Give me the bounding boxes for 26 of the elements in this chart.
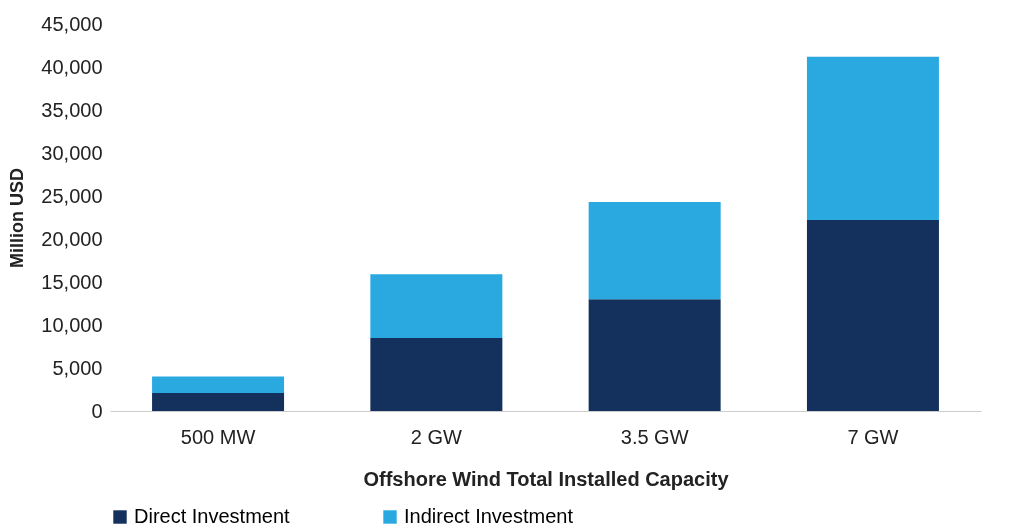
- y-tick-label: 10,000: [41, 313, 103, 336]
- x-axis-title: Offshore Wind Total Installed Capacity: [363, 467, 730, 490]
- y-tick-label: 0: [91, 399, 103, 422]
- y-tick-label: 45,000: [41, 12, 103, 35]
- x-tick-label: 3.5 GW: [620, 425, 689, 448]
- y-tick-label: 30,000: [41, 141, 103, 164]
- y-tick-label: 5,000: [52, 356, 103, 379]
- bar: [370, 274, 503, 338]
- y-tick-label: 40,000: [41, 55, 103, 78]
- bar: [152, 392, 285, 411]
- bar: [370, 337, 503, 411]
- y-tick-label: 25,000: [41, 184, 103, 207]
- legend-label: Indirect Investment: [404, 505, 574, 527]
- y-tick-label: 20,000: [41, 227, 103, 250]
- bar: [806, 220, 939, 411]
- x-tick-label: 2 GW: [410, 425, 463, 448]
- bar: [152, 376, 285, 393]
- bar: [588, 299, 721, 411]
- bar: [806, 56, 939, 221]
- y-tick-label: 15,000: [41, 270, 103, 293]
- y-tick-label: 35,000: [41, 98, 103, 121]
- bar: [588, 202, 721, 300]
- legend-label: Direct Investment: [134, 505, 291, 527]
- x-tick-label: 500 MW: [180, 425, 256, 448]
- x-tick-label: 7 GW: [847, 425, 899, 448]
- y-axis-title: Million USD: [7, 168, 28, 268]
